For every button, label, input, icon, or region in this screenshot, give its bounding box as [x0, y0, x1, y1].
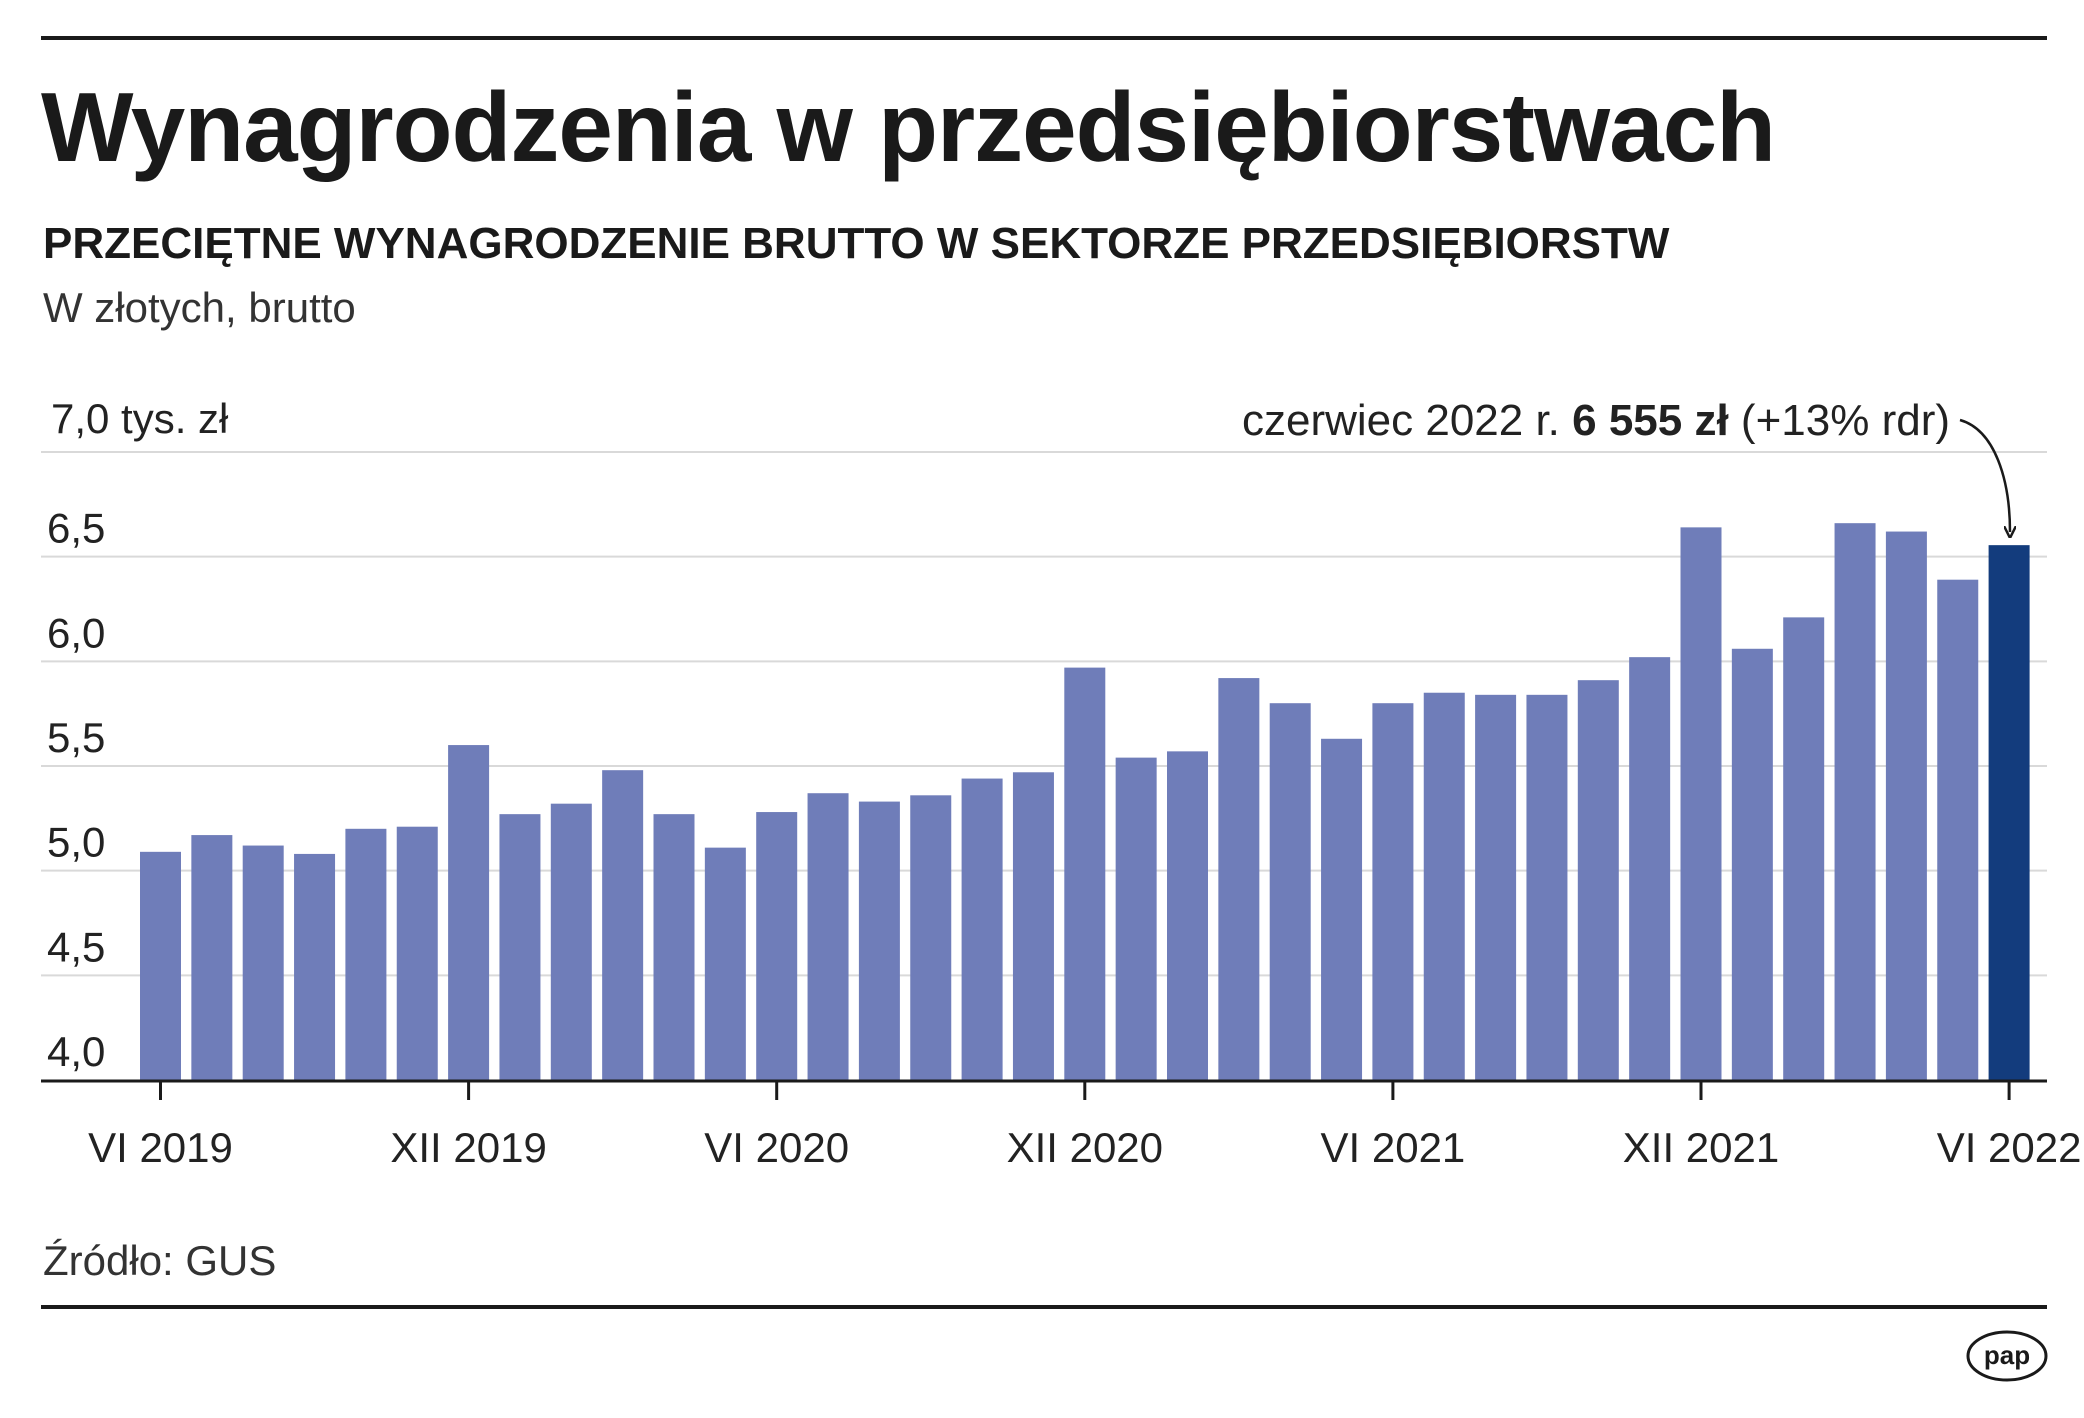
bar — [1012, 772, 1054, 1080]
bar — [858, 801, 900, 1080]
bar — [1937, 579, 1979, 1080]
bars — [140, 523, 2030, 1080]
y-tick-label: 5,5 — [47, 714, 105, 761]
x-tick-label: VI 2022 — [1937, 1124, 2082, 1171]
bar — [653, 814, 695, 1080]
bar — [1834, 523, 1876, 1080]
bar — [602, 770, 644, 1080]
bar — [1167, 751, 1208, 1080]
svg-text:pap: pap — [1984, 1340, 2030, 1370]
bar-highlighted — [1988, 545, 2030, 1080]
bar — [1218, 678, 1260, 1080]
pap-logo: pap — [1966, 1330, 2048, 1382]
bar — [448, 745, 490, 1080]
top-rule — [41, 36, 2047, 40]
x-axis-labels: VI 2019 XII 2019 VI 2020 XII 2020 VI 2021 XII… — [88, 1124, 2081, 1171]
bar — [961, 778, 1003, 1080]
bar — [1629, 657, 1671, 1080]
bar — [910, 795, 952, 1080]
annotation-prefix: czerwiec 2022 r. — [1242, 396, 1572, 445]
bar — [1526, 694, 1568, 1080]
x-tick-label: VI 2021 — [1321, 1124, 1466, 1171]
x-tick-label: XII 2021 — [1623, 1124, 1779, 1171]
bar — [1731, 648, 1773, 1080]
bar — [1372, 703, 1414, 1080]
bar — [499, 814, 541, 1080]
x-tick-label: VI 2020 — [704, 1124, 849, 1171]
bar-chart: 4,0 4,5 5,0 5,5 6,0 6,5 VI 2019 XII 2019 VI 202… — [41, 395, 2081, 1171]
bar — [1064, 667, 1106, 1080]
x-tick-label: XII 2020 — [1007, 1124, 1163, 1171]
y-tick-label: 5,0 — [47, 819, 105, 866]
bar — [396, 826, 438, 1080]
bar — [807, 793, 849, 1080]
chart-subtitle: PRZECIĘTNE WYNAGRODZENIE BRUTTO W SEKTOR… — [43, 219, 1670, 268]
bar — [550, 803, 592, 1080]
bar — [704, 847, 746, 1080]
y-tick-label: 4,0 — [47, 1028, 105, 1075]
bar — [1115, 757, 1157, 1080]
bar — [294, 853, 336, 1080]
unit-note: W złotych, brutto — [43, 284, 356, 331]
bar — [1783, 617, 1825, 1080]
bar — [1321, 738, 1363, 1080]
bar — [1885, 531, 1927, 1080]
bar — [140, 851, 181, 1080]
bar — [345, 828, 387, 1080]
bar — [756, 812, 798, 1080]
annotation-suffix: (+13% rdr) — [1729, 396, 1950, 445]
latest-value-annotation: czerwiec 2022 r. 6 555 zł (+13% rdr) — [1242, 396, 1950, 445]
bar — [1269, 703, 1311, 1080]
bar — [1423, 692, 1465, 1080]
annotation-value: 6 555 zł — [1572, 396, 1729, 445]
source-note: Źródło: GUS — [43, 1237, 277, 1284]
chart-title: Wynagrodzenia w przedsiębiorstwach — [41, 72, 1776, 182]
y-tick-label: 4,5 — [47, 923, 105, 970]
bar — [242, 845, 284, 1080]
y-tick-label: 6,0 — [47, 609, 105, 656]
bar — [191, 835, 233, 1080]
y-axis-unit-label: 7,0 tys. zł — [51, 395, 229, 442]
x-axis — [41, 1079, 2047, 1100]
annotation-arrow — [1959, 418, 2010, 532]
y-axis-labels: 4,0 4,5 5,0 5,5 6,0 6,5 — [47, 505, 105, 1075]
bar — [1475, 694, 1517, 1080]
x-tick-label: XII 2019 — [390, 1124, 546, 1171]
y-tick-label: 6,5 — [47, 505, 105, 552]
bar — [1680, 527, 1722, 1080]
bar — [1577, 680, 1619, 1080]
bottom-rule — [41, 1305, 2047, 1309]
x-tick-label: VI 2019 — [88, 1124, 233, 1171]
